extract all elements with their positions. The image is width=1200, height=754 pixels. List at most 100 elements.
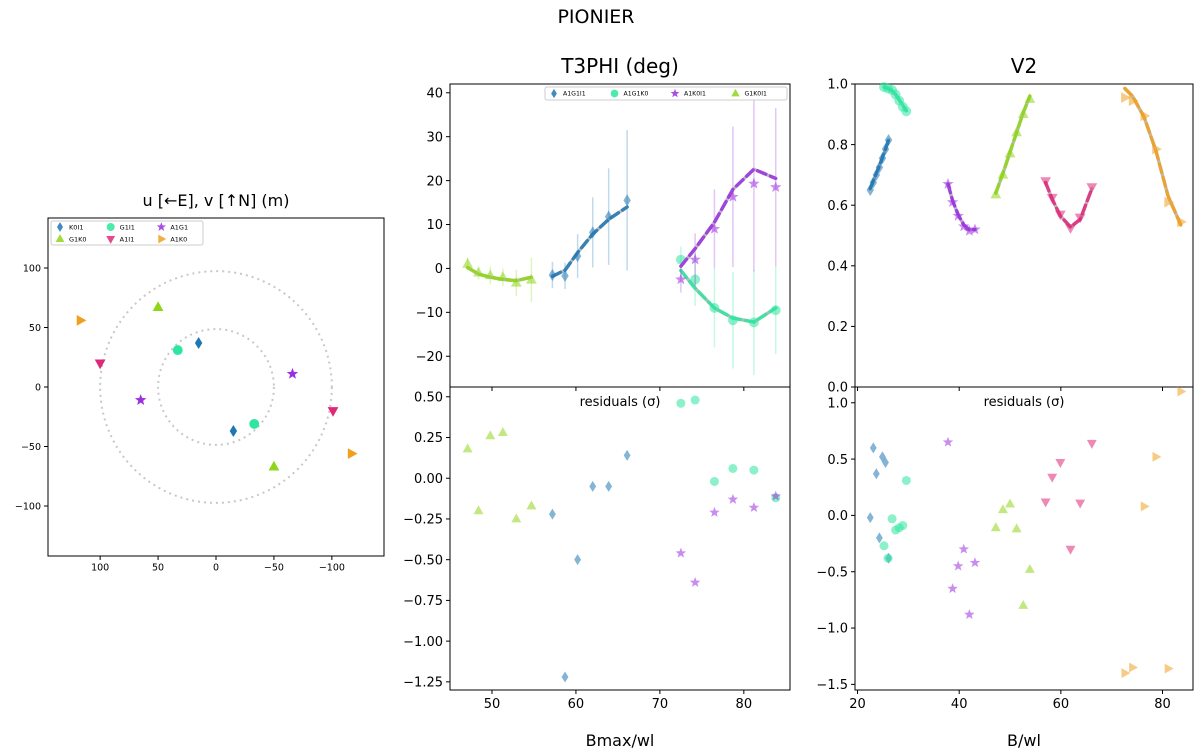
model-line-a1k0i1 [679,167,778,268]
point-a1i1 [1065,545,1076,555]
point-g1k0 [1024,93,1036,103]
v2-y-tick-label: 0.8 [827,138,848,153]
t3phi-y-tick-label: 10 [426,218,443,233]
t3phi-legend-marker [610,89,619,98]
uv-legend-marker [106,223,115,231]
v2-residuals-y-tick-label: 1.0 [827,396,848,411]
uv-legend-label: G1I1 [120,223,135,231]
v2-y-tick-label: 0.6 [827,199,848,214]
uv-y-tick-label: −100 [15,501,41,512]
point-a1k0i1 [689,576,701,587]
point-a1g1k0 [749,465,759,475]
point-a1i1 [1086,183,1098,194]
t3phi-residuals-y-tick-label: 0.25 [414,431,443,446]
point-a1g1k0 [709,303,720,313]
point-a1i1 [1075,499,1086,509]
point-a1k0 [1177,216,1187,228]
t3phi-legend [544,86,788,101]
point-a1g1i1 [623,194,631,207]
uv-legend-label: A1I1 [120,235,135,243]
point-a1i1 [1054,210,1066,221]
point-a1k0i1 [748,177,760,189]
point-g1i1 [887,514,897,524]
point-a1g1i1 [574,554,582,566]
point-a1k0 [1140,110,1151,122]
t3phi-residuals-x-tick-label: 70 [652,697,669,712]
point-a1g1 [947,583,958,594]
v2-residuals-label: residuals (σ) [984,395,1065,410]
point-a1g1i1 [588,226,597,239]
uv-x-tick-label: 0 [213,563,219,574]
uv-point-a1k0 [347,448,358,460]
point-a1g1 [969,557,981,568]
point-a1i1 [1074,213,1086,224]
uv-plot-frame [47,217,385,557]
point-g1i1 [901,106,912,117]
point-a1k0i1 [727,493,739,504]
point-a1k0i1 [770,490,781,501]
point-g1i1 [883,553,893,563]
point-a1k0 [1128,95,1139,107]
uv-point-g1i1 [172,345,183,356]
uv-point-k0i1 [194,336,203,349]
point-g1i1 [901,475,911,486]
point-g1k0i1 [484,269,496,280]
t3phi-y-tick-label: 40 [426,86,443,101]
t3phi-residuals-y-tick-label: −1.00 [403,635,443,650]
point-k0i1 [878,152,887,165]
point-a1g1 [963,224,976,236]
uv-x-tick-label: −100 [319,563,345,574]
point-a1g1i1 [604,210,613,223]
point-a1g1 [969,223,981,235]
t3phi-legend-marker [731,88,740,97]
point-g1k0 [1024,563,1035,573]
point-a1g1k0 [690,274,701,285]
point-a1i1 [1086,439,1097,449]
point-g1k0 [997,504,1008,514]
point-g1k0 [1011,523,1022,533]
point-a1i1 [1047,473,1058,483]
t3phi-residuals-y-tick-label: −1.25 [403,676,443,691]
model-line-a1k0 [1123,86,1183,227]
uv-y-tick-label: 0 [35,382,41,393]
uv-point-g1k0 [152,301,164,311]
point-a1g1i1 [605,480,613,492]
point-a1g1 [952,209,964,221]
uv-y-tick-label: 100 [23,263,41,274]
uv-point-a1i1 [94,359,106,370]
point-g1k0i1 [485,430,496,440]
point-g1k0i1 [473,266,484,277]
v2-y-tick-label: 0.0 [827,381,848,396]
point-a1g1 [952,560,964,571]
point-a1g1k0 [728,463,738,473]
point-a1k0 [1129,662,1139,673]
point-a1g1i1 [623,449,631,461]
point-g1i1 [898,521,908,531]
plots-layer: u [←E], v [↑N] (m)100 50 0 −50 −100100500−50… [15,54,1194,750]
t3phi-y-tick-label: −10 [416,306,443,321]
t3phi-legend-label: A1G1I1 [563,91,586,98]
point-a1k0i1 [770,181,782,193]
t3phi-y-tick-label: −20 [416,350,443,365]
point-g1k0i1 [497,427,508,437]
t3phi-y-tick-label: 20 [426,174,443,189]
point-a1k0i1 [748,502,760,512]
v2-residuals-y-tick-label: −0.5 [816,565,848,580]
point-k0i1 [875,161,884,174]
point-a1i1 [1055,459,1066,468]
point-g1k0 [990,188,1002,199]
point-a1g1 [964,609,975,619]
t3phi-legend-label: A1K0I1 [684,91,706,98]
point-a1k0 [1140,501,1150,512]
point-k0i1 [866,184,874,197]
point-a1k0 [1164,663,1174,674]
uv-legend-label: K0I1 [69,223,83,231]
point-a1g1 [942,177,954,189]
point-a1g1k0 [727,315,738,326]
v2-residuals-x-tick-label: 40 [951,697,968,712]
model-line-a1i1 [1043,180,1094,230]
t3phi-plot-title: T3PHI (deg) [560,54,679,78]
point-g1k0 [1011,126,1023,137]
point-g1k0i1 [510,276,522,287]
point-g1k0i1 [526,500,537,510]
